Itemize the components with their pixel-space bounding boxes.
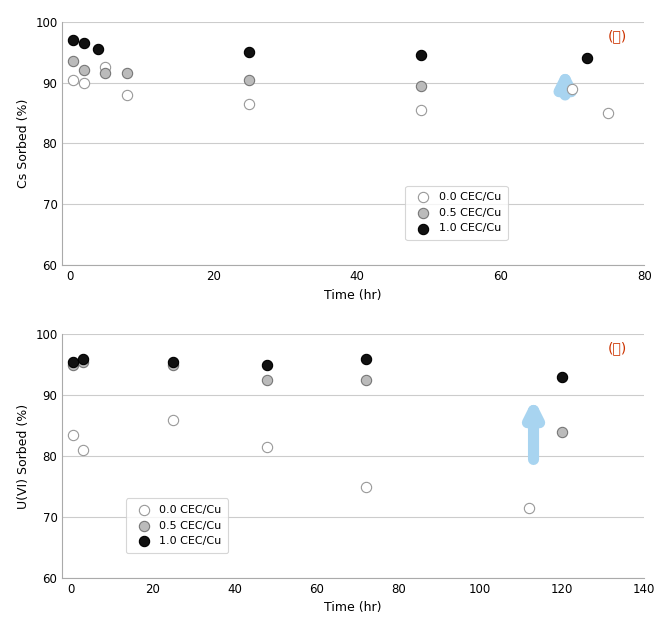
Point — [567, 83, 578, 93]
Point — [557, 427, 568, 437]
Point — [100, 62, 111, 73]
Text: (가): (가) — [607, 29, 627, 43]
Point — [262, 360, 273, 370]
Point — [603, 108, 614, 118]
Point — [77, 354, 88, 364]
Point — [79, 78, 89, 88]
Point — [79, 38, 89, 48]
Point — [360, 481, 371, 492]
Point — [360, 354, 371, 364]
Point — [79, 66, 89, 76]
Point — [68, 35, 79, 45]
Point — [244, 47, 255, 57]
Point — [416, 81, 427, 91]
Legend: 0.0 CEC/Cu, 0.5 CEC/Cu, 1.0 CEC/Cu: 0.0 CEC/Cu, 0.5 CEC/Cu, 1.0 CEC/Cu — [405, 186, 507, 240]
Point — [244, 74, 255, 85]
Point — [93, 44, 103, 54]
Point — [122, 90, 132, 100]
Point — [262, 375, 273, 385]
Y-axis label: Cs Sorbed (%): Cs Sorbed (%) — [17, 98, 30, 188]
Point — [416, 50, 427, 60]
Point — [67, 357, 78, 367]
Point — [557, 372, 568, 382]
Point — [100, 68, 111, 78]
Point — [77, 357, 88, 367]
Point — [77, 445, 88, 455]
Point — [167, 415, 178, 425]
X-axis label: Time (hr): Time (hr) — [325, 288, 382, 302]
Point — [167, 357, 178, 367]
Legend: 0.0 CEC/Cu, 0.5 CEC/Cu, 1.0 CEC/Cu: 0.0 CEC/Cu, 0.5 CEC/Cu, 1.0 CEC/Cu — [126, 498, 228, 553]
Point — [244, 99, 255, 109]
Text: (나): (나) — [607, 342, 627, 356]
Point — [68, 74, 79, 85]
Point — [262, 442, 273, 452]
Point — [167, 360, 178, 370]
Point — [67, 430, 78, 440]
Y-axis label: U(VI) Sorbed (%): U(VI) Sorbed (%) — [17, 404, 30, 509]
Point — [360, 375, 371, 385]
Point — [416, 105, 427, 115]
Point — [524, 503, 535, 513]
Point — [581, 53, 592, 63]
Point — [67, 360, 78, 370]
X-axis label: Time (hr): Time (hr) — [325, 601, 382, 615]
Point — [122, 68, 132, 78]
Point — [68, 56, 79, 66]
